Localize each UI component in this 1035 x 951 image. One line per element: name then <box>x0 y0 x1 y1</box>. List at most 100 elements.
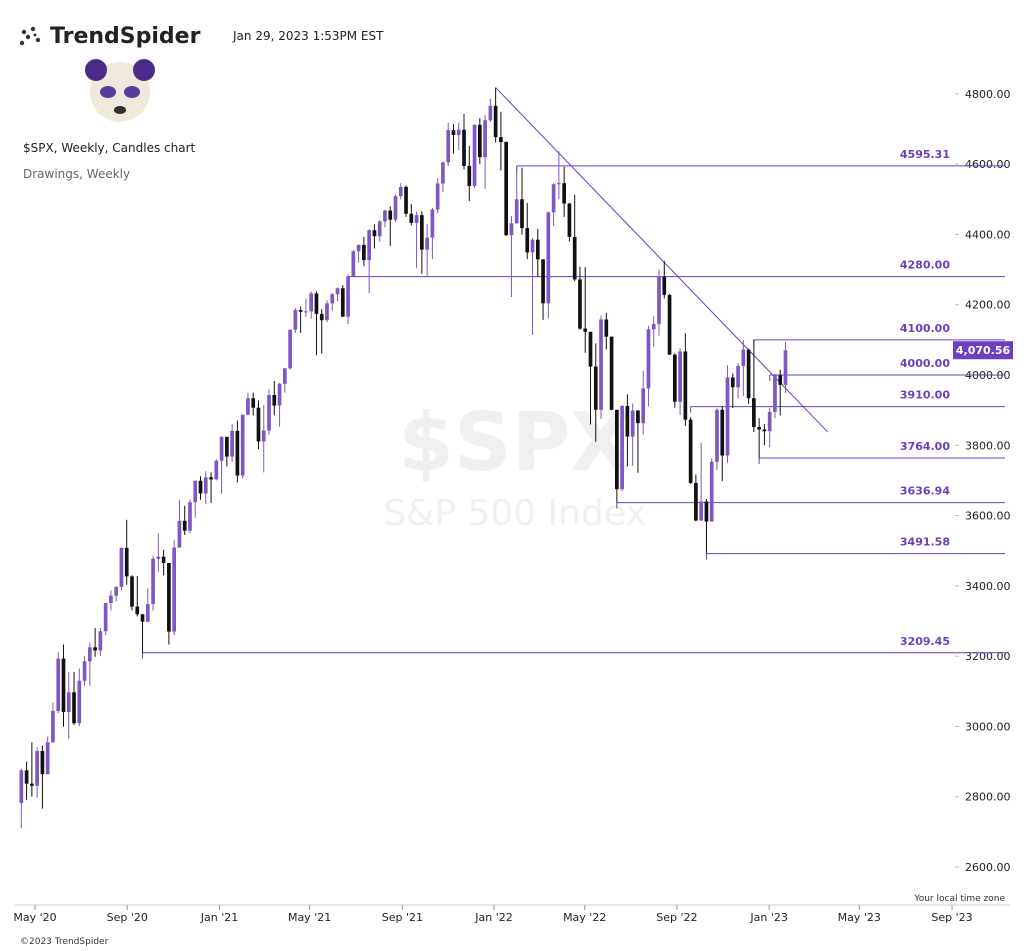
candle-body <box>383 210 387 222</box>
level-label: 3636.94 <box>900 485 950 498</box>
candle-body <box>551 184 556 213</box>
x-tick-label: May '23 <box>838 911 881 924</box>
x-tick-label: Sep '23 <box>931 911 972 924</box>
candle-body <box>45 742 50 775</box>
last-price-label: 4,070.56 <box>956 344 1011 357</box>
candle-body <box>109 595 113 604</box>
candle-body <box>145 604 150 622</box>
candle-body <box>362 244 366 261</box>
y-tick-label: 4600.00 <box>965 158 1011 171</box>
logo-icon <box>19 26 41 46</box>
candle-body <box>588 331 593 367</box>
candle-body <box>404 187 408 214</box>
candle-body <box>625 405 630 437</box>
candle-body <box>441 162 445 184</box>
candle-body <box>140 614 145 622</box>
candle-body <box>198 480 203 494</box>
candle-body <box>683 351 688 420</box>
candle-body <box>535 239 540 260</box>
candle-body <box>388 210 393 220</box>
candle-body <box>314 293 319 314</box>
watermark-subtitle: S&P 500 Index <box>383 493 646 534</box>
candle-body <box>425 237 429 250</box>
candle-body <box>93 647 97 651</box>
candle-body <box>172 547 177 632</box>
candle-body <box>156 556 161 559</box>
candle-body <box>604 319 609 337</box>
candle-body <box>256 407 261 442</box>
candle-body <box>346 276 350 317</box>
candle-body <box>356 244 361 252</box>
y-tick-label: 3200.00 <box>965 650 1011 663</box>
y-tick-label: 4200.00 <box>965 299 1011 312</box>
candle-body <box>467 165 472 186</box>
candle-body <box>657 276 661 325</box>
candle-body <box>251 398 256 408</box>
candle-body <box>525 228 530 253</box>
candle-body <box>87 647 92 662</box>
candle-body <box>124 547 129 577</box>
timestamp: Jan 29, 2023 1:53PM EST <box>232 29 384 43</box>
candle-body <box>715 409 719 462</box>
y-tick-label: 2600.00 <box>965 861 1011 874</box>
candle-body <box>203 477 208 494</box>
candle-body <box>66 692 71 713</box>
candle-body <box>304 311 308 313</box>
candle-body <box>351 251 356 277</box>
candle-body <box>130 576 134 607</box>
candle-body <box>630 410 635 437</box>
x-tick-label: Jan '22 <box>474 911 512 924</box>
candle-body <box>694 482 698 521</box>
candle-body <box>504 142 509 236</box>
candle-body <box>330 294 335 304</box>
candle-body <box>746 349 751 399</box>
x-tick-label: Sep '21 <box>382 911 423 924</box>
brand: TrendSpider <box>50 24 201 49</box>
candle-body <box>51 710 55 743</box>
candle-body <box>35 751 39 786</box>
candle-body <box>24 770 29 784</box>
candle-body <box>82 661 87 681</box>
candle-body <box>509 223 514 236</box>
candle-body <box>246 398 250 415</box>
x-tick-label: May '22 <box>563 911 606 924</box>
candle-body <box>135 606 140 615</box>
candle-body <box>704 501 709 522</box>
candle-body <box>103 603 108 632</box>
candle-body <box>767 411 772 432</box>
x-tick-label: May '21 <box>288 911 331 924</box>
candle-body <box>430 209 435 238</box>
candle-body <box>641 388 646 424</box>
candle-body <box>678 351 682 402</box>
candle-body <box>293 310 298 330</box>
candle-body <box>214 460 219 480</box>
level-label: 3491.58 <box>900 536 950 549</box>
candle-body <box>151 558 155 605</box>
candle-body <box>672 354 677 402</box>
candle-body <box>261 430 266 442</box>
candle-body <box>335 288 340 295</box>
candle-body <box>119 547 124 587</box>
candle-body <box>773 375 777 412</box>
candle-body <box>783 350 788 385</box>
candle-body <box>720 409 725 456</box>
candle-body <box>367 230 371 261</box>
candle-body <box>562 183 566 204</box>
candle-body <box>393 196 398 220</box>
y-tick-label: 4800.00 <box>965 88 1011 101</box>
candle-body <box>409 213 414 223</box>
candle-body <box>730 377 735 388</box>
candle-body <box>340 288 345 317</box>
candle-body <box>725 377 730 456</box>
last-price-tag <box>953 341 1013 360</box>
panda-avatar <box>85 59 155 122</box>
candle-body <box>30 783 34 786</box>
candle-body <box>272 395 277 406</box>
candle-body <box>456 129 461 136</box>
candle-body <box>188 502 192 531</box>
candle-body <box>688 419 693 483</box>
candle-body <box>114 586 119 596</box>
candle-body <box>267 395 271 431</box>
candle-body <box>182 520 187 531</box>
